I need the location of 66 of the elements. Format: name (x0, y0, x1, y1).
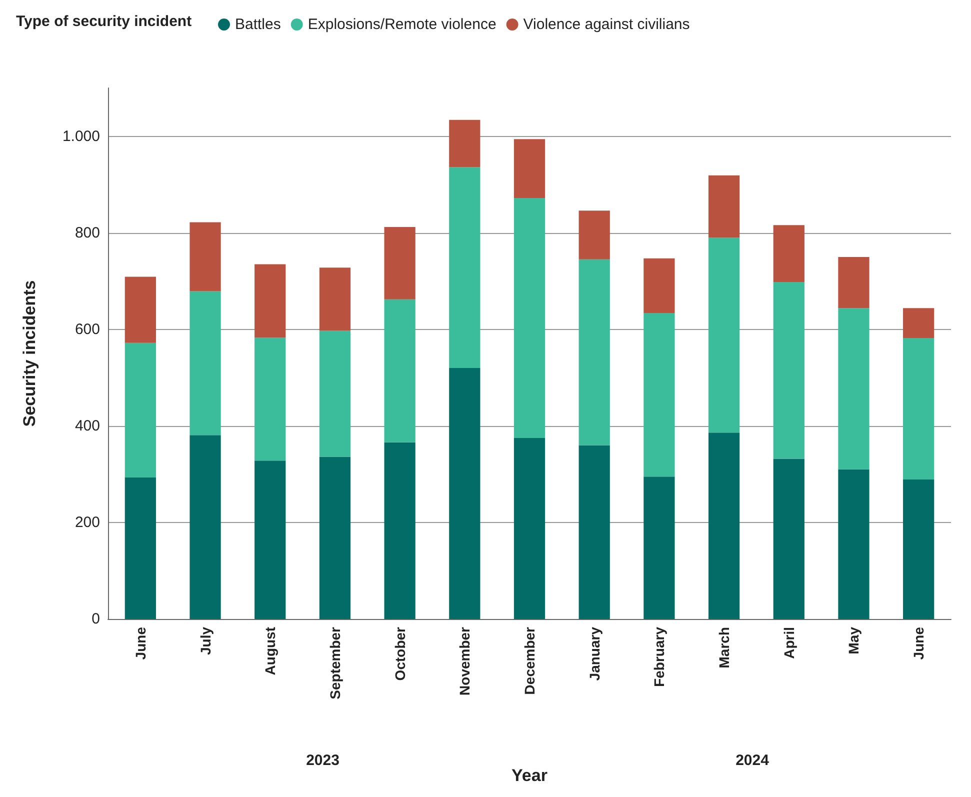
bar (578, 210, 610, 260)
x-tick-label: December (522, 626, 538, 695)
legend-label: Battles (235, 16, 281, 33)
x-axis-title: Year (512, 766, 548, 785)
bar (190, 222, 221, 292)
y-tick-label: 800 (74, 224, 100, 242)
bar (903, 338, 934, 480)
y-tick-label: 400 (74, 417, 100, 434)
x-tick-label: July (197, 626, 214, 656)
bar (124, 342, 156, 478)
y-tick-label: 1.000 (62, 128, 100, 145)
bar (578, 259, 610, 446)
bar (384, 299, 416, 442)
bar (124, 478, 156, 619)
bar (254, 338, 286, 461)
bar (319, 456, 351, 619)
x-tick-label: February (651, 626, 668, 687)
bar (838, 308, 870, 470)
legend-label: Violence against civilians (523, 16, 690, 33)
x-tick-label: August (262, 626, 278, 676)
legend-title: Type of security incident (16, 13, 192, 30)
x-tick-label: November (456, 626, 473, 696)
bar (449, 368, 480, 619)
y-axis-title: Security incidents (20, 280, 39, 427)
legend-label: Explosions/Remote violence (308, 16, 496, 33)
y-tick-label: 200 (74, 514, 100, 531)
bar (254, 264, 286, 338)
y-tick-label: 0 (92, 610, 100, 628)
bar (319, 268, 351, 331)
bar (838, 469, 870, 619)
bar (319, 330, 351, 457)
text: 2024 (736, 752, 770, 769)
bar (838, 256, 870, 308)
bar (773, 458, 804, 619)
bar (449, 167, 480, 368)
x-tick-label: May (846, 626, 862, 654)
y-tick-label: 600 (74, 320, 100, 338)
text: 2023 (306, 752, 340, 769)
bar (644, 258, 675, 313)
x-tick-label: June (910, 626, 927, 660)
bar (124, 276, 156, 343)
x-tick-label: April (780, 627, 797, 659)
bar (514, 438, 546, 619)
x-tick-label: January (586, 626, 602, 681)
bar (384, 227, 416, 300)
bar (708, 432, 740, 619)
x-tick-label: October (392, 626, 408, 681)
bar (708, 175, 740, 238)
x-tick-label: September (326, 626, 343, 700)
bar (449, 120, 480, 168)
bar (190, 291, 221, 436)
x-tick-label: March (716, 627, 732, 668)
bar (644, 476, 675, 619)
bar (708, 238, 740, 433)
bar (254, 460, 286, 619)
bar (903, 479, 934, 619)
bar (773, 282, 804, 459)
bar (190, 435, 221, 619)
bar (644, 312, 675, 477)
bar (514, 198, 546, 438)
bar (514, 139, 546, 198)
bar (903, 308, 934, 338)
bar (578, 445, 610, 619)
bar (384, 442, 416, 619)
bar (773, 225, 804, 282)
x-tick-label: June (132, 626, 148, 660)
